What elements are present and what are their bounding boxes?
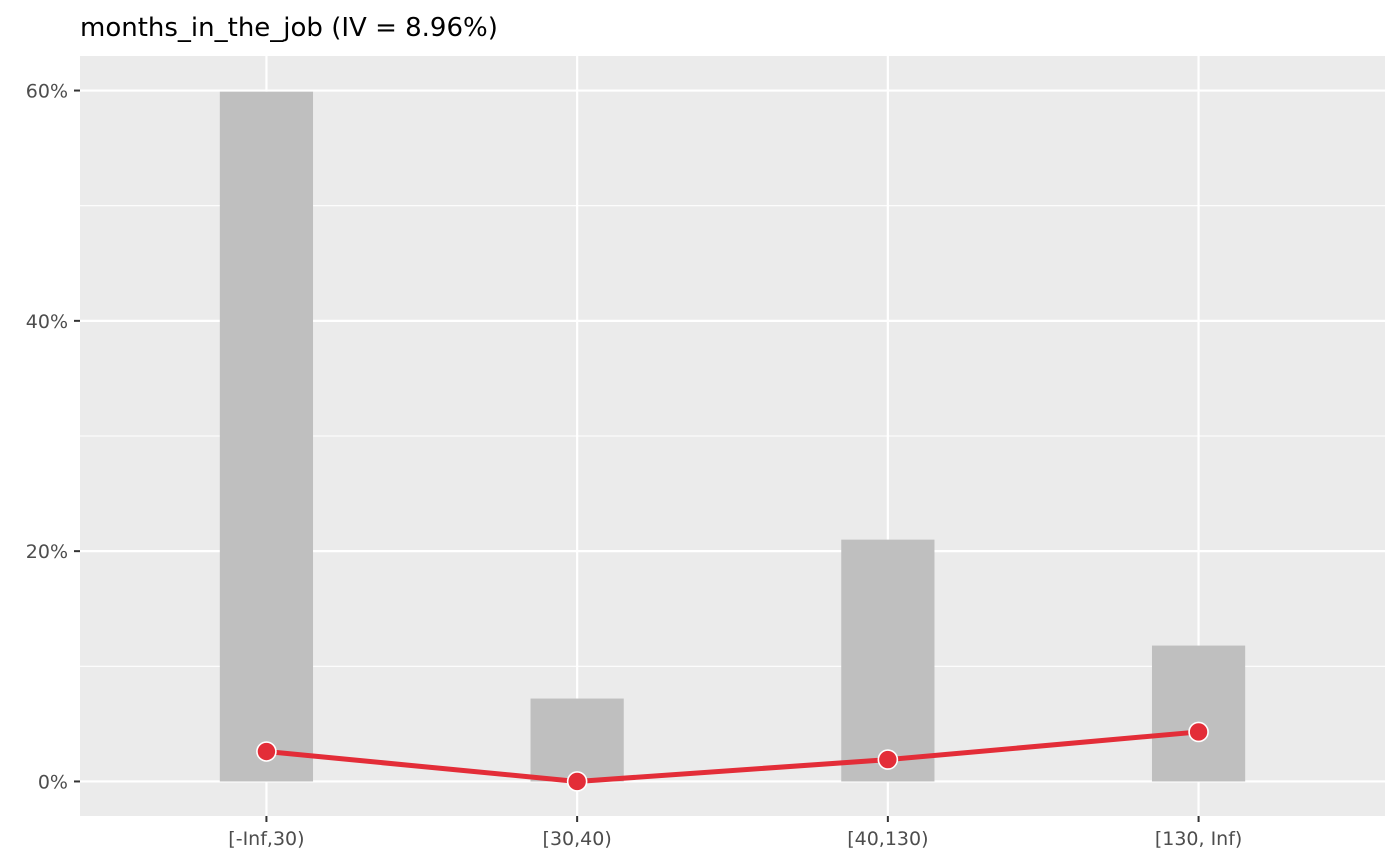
y-tick-label: 40% [26,311,68,333]
x-tick-label: [30,40) [543,828,612,850]
bar-3 [841,539,935,782]
point-1 [256,741,277,762]
points-layer [256,721,1209,792]
bar-1 [219,91,314,782]
chart-title: months_in_the_job (IV = 8.96%) [80,13,498,43]
y-tick-label: 60% [26,81,68,103]
x-axis: [-Inf,30) [30,40) [40,130) [130, Inf) [228,816,1242,850]
line-layer [266,729,1199,784]
y-tick-label: 0% [38,771,68,793]
x-tick-label: [130, Inf) [1155,828,1243,850]
point-4 [1188,721,1209,743]
x-tick-label: [40,130) [847,828,928,850]
y-axis: 0% 20% 40% 60% [26,81,80,793]
bars-layer [219,91,1246,782]
x-tick-label: [-Inf,30) [228,828,304,850]
point-2 [566,771,588,792]
y-tick-label: 20% [26,541,68,563]
bar-4 [1151,645,1246,782]
bar-2 [530,698,624,782]
point-3 [877,749,899,770]
series-line [266,729,1199,784]
